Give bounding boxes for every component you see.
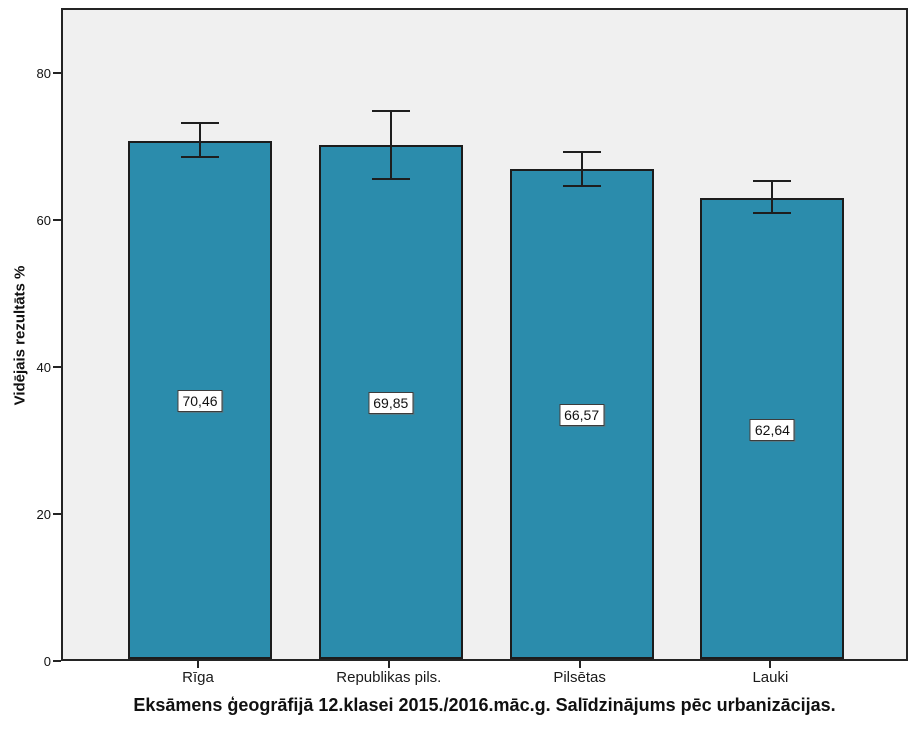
y-axis-tick-label: 60: [36, 212, 51, 228]
x-axis-category-label: Lauki: [752, 669, 789, 686]
error-bar-cap-top: [371, 110, 410, 113]
error-bar-line: [771, 180, 774, 214]
y-axis-tick-label: 20: [36, 506, 51, 522]
y-axis-tick: [53, 512, 61, 515]
error-bar-cap-bottom: [753, 212, 792, 215]
x-axis-category-label: Rīga: [182, 669, 214, 686]
y-axis-title: Vidējais rezultāts %: [11, 265, 29, 406]
error-bar-line: [199, 122, 201, 157]
error-bar-cap-bottom: [181, 155, 219, 158]
x-axis-tick: [197, 661, 199, 668]
error-bar-cap-top: [181, 121, 219, 124]
error-bar-cap-bottom: [371, 177, 410, 180]
y-axis-tick: [53, 660, 61, 662]
bar-value-label: 69,85: [368, 392, 414, 415]
x-axis-category-label: Pilsētas: [553, 669, 606, 686]
y-axis-tick-label: 0: [43, 654, 51, 669]
chart-title: Eksāmens ģeogrāfijā 12.klasei 2015./2016…: [133, 695, 836, 715]
error-bar-cap-bottom: [562, 185, 601, 188]
y-axis-tick: [53, 218, 61, 221]
error-bar-cap-top: [753, 179, 792, 182]
error-bar-line: [389, 111, 392, 179]
y-axis-tick: [53, 365, 61, 368]
x-axis-tick: [387, 661, 390, 668]
error-bar-cap-top: [562, 151, 601, 154]
x-axis-tick: [578, 661, 581, 668]
x-axis-category-label: Republikas pils.: [336, 669, 442, 686]
plot-area: 70,46 69,85 66,57 62,64: [61, 8, 908, 661]
y-axis-tick-label: 80: [36, 65, 51, 81]
error-bar-line: [580, 152, 583, 187]
x-axis-tick: [769, 661, 772, 668]
y-axis-tick: [53, 71, 61, 74]
bar-value-label: 66,57: [559, 404, 605, 427]
y-axis-tick-label: 40: [36, 359, 51, 375]
bar-value-label: 70,46: [177, 389, 223, 412]
bar-value-label: 62,64: [749, 418, 795, 441]
